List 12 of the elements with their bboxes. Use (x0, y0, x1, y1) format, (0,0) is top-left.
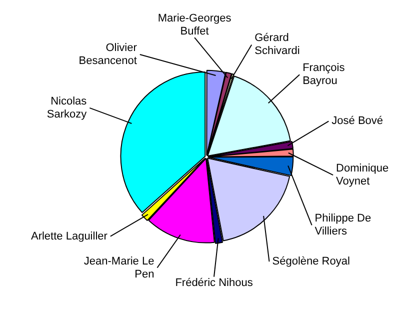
slice-label: Ségolène Royal (272, 256, 350, 268)
slice-label: Frédéric Nihous (175, 276, 254, 289)
slice-label: Marie-Georges Buffet (158, 12, 232, 38)
slice-label: Olivier Besancenot (78, 42, 138, 68)
slice-label: Jean-Marie Le Pen (84, 255, 154, 280)
slice-label: José Bové (332, 115, 384, 128)
slice-label: Nicolas Sarkozy (46, 95, 88, 120)
slice-label: Gérard Schivardi (254, 32, 300, 58)
slice-label: Arlette Laguiller (30, 230, 108, 242)
slice-label: Philippe De Villiers (314, 212, 372, 238)
slice-label: Dominique Voynet (336, 162, 389, 188)
slice-label: François Bayrou (302, 62, 346, 88)
